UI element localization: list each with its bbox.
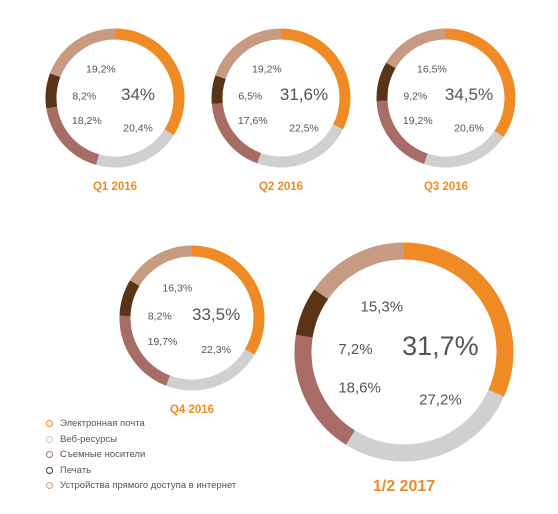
donut-segment-web (166, 349, 255, 391)
donut-segment-removable (46, 106, 100, 165)
value-label-removable: 19,2% (403, 115, 433, 127)
donut-segment-email (114, 28, 185, 136)
legend-marker-internet-devices (46, 482, 53, 490)
value-label-internet-devices: 19,2% (252, 64, 282, 76)
donut-segment-removable (211, 102, 262, 164)
donut-chart-4: 33,5% 22,3% 19,7% 8,2% 16,3% Q4 2016 (119, 245, 265, 416)
donut-chart-5: 31,7% 27,2% 18,6% 7,2% 15,3% 1/2 2017 (294, 242, 514, 495)
donut-segment-internet-devices (50, 28, 116, 78)
legend-label-removable: Съемные носители (60, 449, 146, 461)
legend-label-internet-devices: Устройства прямого доступа в интернет (60, 480, 237, 492)
value-label-email: 31,7% (402, 331, 479, 361)
legend: Электронная почта Веб-ресурсы Съемные но… (46, 416, 236, 494)
value-label-internet-devices: 16,3% (162, 282, 192, 294)
value-label-web: 20,6% (454, 122, 484, 134)
legend-marker-print (46, 466, 53, 474)
value-label-print: 9,2% (403, 90, 427, 102)
value-label-internet-devices: 15,3% (361, 299, 404, 316)
value-label-internet-devices: 19,2% (86, 64, 116, 76)
donut-segment-email (445, 28, 516, 138)
legend-item-print: Печать (46, 463, 236, 479)
donut-segment-removable (119, 315, 171, 386)
value-label-removable: 18,6% (338, 379, 381, 396)
donut-segment-removable (294, 334, 356, 445)
value-label-web: 22,3% (201, 344, 231, 356)
value-label-removable: 19,7% (148, 336, 178, 348)
period-label: Q3 2016 (424, 181, 468, 193)
period-label: Q4 2016 (170, 404, 214, 416)
donut-segment-web (345, 389, 504, 462)
legend-label-email: Электронная почта (60, 418, 145, 430)
legend-label-print: Печать (60, 464, 92, 476)
donut-segment-print (45, 73, 61, 109)
value-label-email: 31,6% (280, 85, 328, 104)
value-label-internet-devices: 16,5% (417, 64, 447, 76)
value-label-email: 34% (121, 85, 155, 104)
legend-marker-removable (46, 451, 53, 459)
legend-item-removable: Съемные носители (46, 447, 236, 463)
donut-segment-print (211, 75, 226, 105)
legend-item-web: Веб-ресурсы (46, 432, 236, 448)
legend-item-email: Электронная почта (46, 416, 236, 432)
donut-segment-web (424, 130, 504, 168)
period-label: Q1 2016 (93, 181, 137, 193)
donut-segment-email (191, 245, 265, 355)
donut-chart-2: 31,6% 22,5% 17,6% 6,5% 19,2% Q2 2016 (211, 28, 351, 193)
donut-chart-1: 34% 20,4% 18,2% 8,2% 19,2% Q1 2016 (45, 28, 185, 193)
value-label-print: 6,5% (238, 90, 262, 102)
value-label-web: 22,5% (289, 122, 319, 134)
donut-segment-internet-devices (314, 242, 405, 300)
donut-segment-removable (376, 100, 428, 164)
donut-chart-3: 34,5% 20,6% 19,2% 9,2% 16,5% Q3 2016 (376, 28, 516, 193)
donut-segment-email (280, 28, 351, 130)
value-label-print: 7,2% (338, 341, 372, 358)
donut-segment-internet-devices (130, 245, 193, 287)
value-label-web: 27,2% (419, 391, 462, 408)
value-label-email: 33,5% (192, 305, 240, 324)
donut-segment-email (403, 242, 514, 397)
legend-marker-email (46, 420, 53, 428)
period-label: 1/2 2017 (373, 478, 435, 495)
value-label-web: 20,4% (123, 122, 153, 134)
value-label-print: 8,2% (72, 90, 96, 102)
value-label-print: 8,2% (148, 310, 172, 322)
legend-item-internet-devices: Устройства прямого доступа в интернет (46, 478, 236, 494)
donut-segment-print (376, 62, 396, 102)
value-label-removable: 17,6% (238, 115, 268, 127)
donut-segment-print (119, 280, 140, 317)
value-label-email: 34,5% (445, 85, 493, 104)
donut-segment-internet-devices (386, 28, 447, 69)
donut-segment-web (257, 124, 344, 168)
donut-segment-internet-devices (215, 28, 282, 80)
donut-segment-web (96, 129, 174, 168)
value-label-removable: 18,2% (72, 115, 102, 127)
legend-label-web: Веб-ресурсы (60, 433, 117, 445)
legend-marker-web (46, 435, 53, 443)
period-label: Q2 2016 (259, 181, 303, 193)
donut-segment-print (295, 289, 329, 338)
